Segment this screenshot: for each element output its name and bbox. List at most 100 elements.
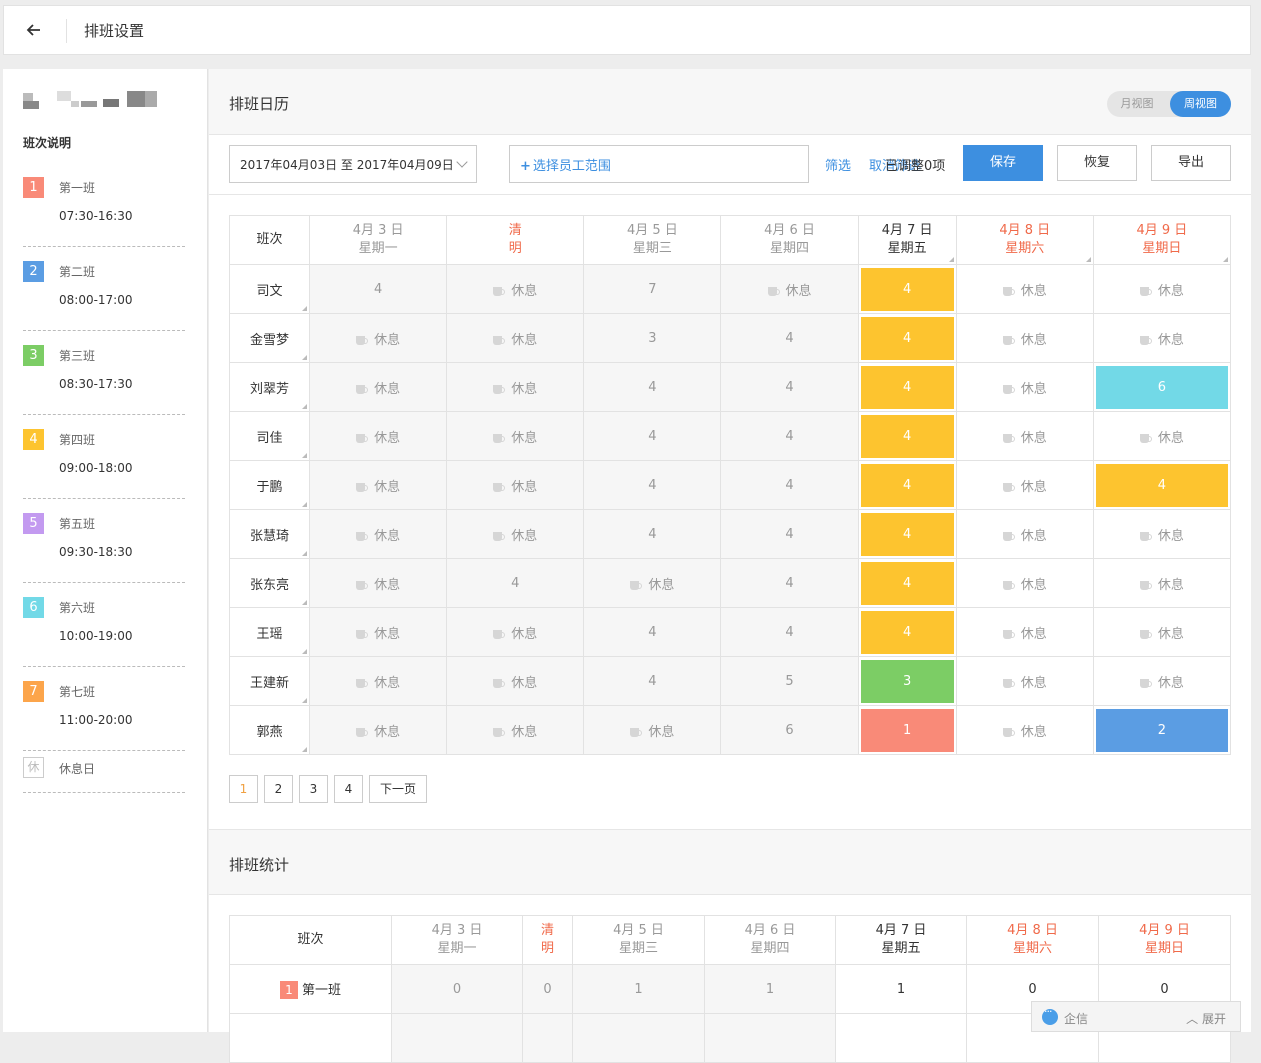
schedule-cell[interactable]: 4	[583, 460, 722, 510]
schedule-cell[interactable]: 休息	[309, 362, 448, 412]
schedule-cell[interactable]: 休息	[955, 705, 1094, 755]
coffee-cup-icon	[356, 628, 369, 639]
schedule-cell[interactable]: 4	[583, 509, 722, 559]
schedule-cell[interactable]: 休息	[1092, 656, 1232, 706]
coffee-cup-icon	[1002, 530, 1015, 541]
schedule-cell[interactable]: 休息	[446, 411, 585, 461]
schedule-cell[interactable]: 休息	[1092, 313, 1232, 363]
schedule-cell[interactable]: 4	[857, 509, 957, 559]
month-view-button[interactable]: 月视图	[1120, 97, 1154, 110]
schedule-cell[interactable]: 4	[1092, 460, 1232, 510]
schedule-cell[interactable]: 4	[309, 264, 448, 314]
schedule-cell[interactable]: 休息	[720, 264, 859, 314]
schedule-cell[interactable]: 休息	[446, 705, 585, 755]
schedule-cell[interactable]: 休息	[446, 607, 585, 657]
schedule-cell[interactable]: 休息	[309, 558, 448, 608]
coffee-cup-icon	[630, 579, 643, 590]
schedule-cell[interactable]: 4	[720, 313, 859, 363]
schedule-cell[interactable]: 4	[857, 313, 957, 363]
schedule-cell[interactable]: 休息	[1092, 264, 1232, 314]
schedule-cell[interactable]: 1	[857, 705, 957, 755]
table-row: 郭燕 休息 休息 休息 6 1 休息 2	[228, 705, 1232, 755]
table-row: 刘翠芳 休息 休息 4 4 4 休息 6	[228, 362, 1232, 412]
chat-expand-button[interactable]: ︿ 展开	[1186, 1012, 1226, 1026]
schedule-cell[interactable]: 4	[720, 411, 859, 461]
schedule-cell[interactable]: 休息	[1092, 607, 1232, 657]
arrow-left-icon[interactable]	[24, 20, 44, 40]
page-button[interactable]: 3	[299, 775, 328, 803]
schedule-cell[interactable]: 4	[857, 362, 957, 412]
chat-widget[interactable]: 企信 ︿ 展开	[1031, 1001, 1241, 1032]
stats-cell	[835, 1013, 967, 1063]
export-button[interactable]: 导出	[1151, 145, 1231, 181]
schedule-cell[interactable]: 休息	[309, 705, 448, 755]
schedule-cell[interactable]: 4	[720, 509, 859, 559]
schedule-cell[interactable]: 4	[857, 558, 957, 608]
schedule-cell[interactable]: 4	[583, 607, 722, 657]
page-button[interactable]: 1	[229, 775, 258, 803]
staff-range-select[interactable]: + 选择员工范围	[509, 145, 809, 183]
schedule-cell[interactable]: 6	[720, 705, 859, 755]
schedule-cell[interactable]: 休息	[583, 705, 722, 755]
schedule-cell[interactable]: 4	[720, 460, 859, 510]
schedule-cell[interactable]: 休息	[446, 362, 585, 412]
schedule-cell[interactable]: 4	[857, 264, 957, 314]
schedule-cell[interactable]: 休息	[446, 509, 585, 559]
schedule-cell[interactable]: 6	[1092, 362, 1232, 412]
next-page-button[interactable]: 下一页	[369, 775, 427, 803]
schedule-cell[interactable]: 休息	[446, 313, 585, 363]
schedule-cell[interactable]: 休息	[583, 558, 722, 608]
schedule-cell[interactable]: 休息	[309, 460, 448, 510]
schedule-cell[interactable]: 4	[857, 607, 957, 657]
restore-button[interactable]: 恢复	[1057, 145, 1137, 181]
schedule-cell[interactable]: 休息	[309, 509, 448, 559]
schedule-cell[interactable]: 休息	[446, 656, 585, 706]
schedule-cell[interactable]: 休息	[1092, 411, 1232, 461]
coffee-cup-icon	[1139, 628, 1152, 639]
save-button[interactable]: 保存	[963, 145, 1043, 181]
date-range-picker[interactable]: 2017年04月03日 至 2017年04月09日	[229, 145, 477, 183]
filter-link[interactable]: 筛选	[825, 159, 852, 174]
schedule-cell[interactable]: 休息	[309, 411, 448, 461]
schedule-cell[interactable]: 休息	[955, 558, 1094, 608]
schedule-cell[interactable]: 4	[583, 411, 722, 461]
schedule-cell[interactable]: 4	[857, 411, 957, 461]
schedule-cell[interactable]: 休息	[1092, 558, 1232, 608]
schedule-cell[interactable]: 4	[720, 362, 859, 412]
schedule-cell[interactable]: 4	[583, 362, 722, 412]
schedule-cell[interactable]: 休息	[955, 607, 1094, 657]
stats-day-header: 4月 9 日星期日	[1098, 915, 1231, 965]
schedule-cell[interactable]: 休息	[955, 411, 1094, 461]
cancel-filter-link[interactable]: 取消筛选	[869, 159, 922, 174]
schedule-cell[interactable]: 4	[857, 460, 957, 510]
schedule-cell[interactable]: 休息	[955, 362, 1094, 412]
stats-cell: 0	[522, 964, 573, 1014]
view-toggle: 月视图 周视图	[1107, 91, 1231, 117]
schedule-cell[interactable]: 休息	[309, 607, 448, 657]
schedule-cell[interactable]: 休息	[309, 656, 448, 706]
schedule-cell[interactable]: 休息	[309, 313, 448, 363]
schedule-cell[interactable]: 5	[720, 656, 859, 706]
schedule-cell[interactable]: 2	[1092, 705, 1232, 755]
schedule-cell[interactable]: 休息	[1092, 509, 1232, 559]
schedule-cell[interactable]: 休息	[955, 313, 1094, 363]
schedule-cell[interactable]: 休息	[955, 460, 1094, 510]
week-view-button[interactable]: 周视图	[1170, 91, 1231, 117]
schedule-cell[interactable]: 4	[720, 558, 859, 608]
schedule-cell[interactable]: 休息	[446, 264, 585, 314]
schedule-cell[interactable]: 4	[446, 558, 585, 608]
employee-name: 张慧琦	[228, 509, 311, 559]
schedule-cell[interactable]: 3	[583, 313, 722, 363]
schedule-cell[interactable]: 休息	[955, 656, 1094, 706]
page-button[interactable]: 4	[334, 775, 363, 803]
schedule-cell[interactable]: 4	[720, 607, 859, 657]
coffee-cup-icon	[493, 334, 506, 345]
schedule-cell[interactable]: 3	[857, 656, 957, 706]
shift-badge: 4	[23, 429, 44, 450]
schedule-cell[interactable]: 休息	[955, 509, 1094, 559]
schedule-cell[interactable]: 4	[583, 656, 722, 706]
schedule-cell[interactable]: 休息	[955, 264, 1094, 314]
page-button[interactable]: 2	[264, 775, 293, 803]
schedule-cell[interactable]: 7	[583, 264, 722, 314]
schedule-cell[interactable]: 休息	[446, 460, 585, 510]
